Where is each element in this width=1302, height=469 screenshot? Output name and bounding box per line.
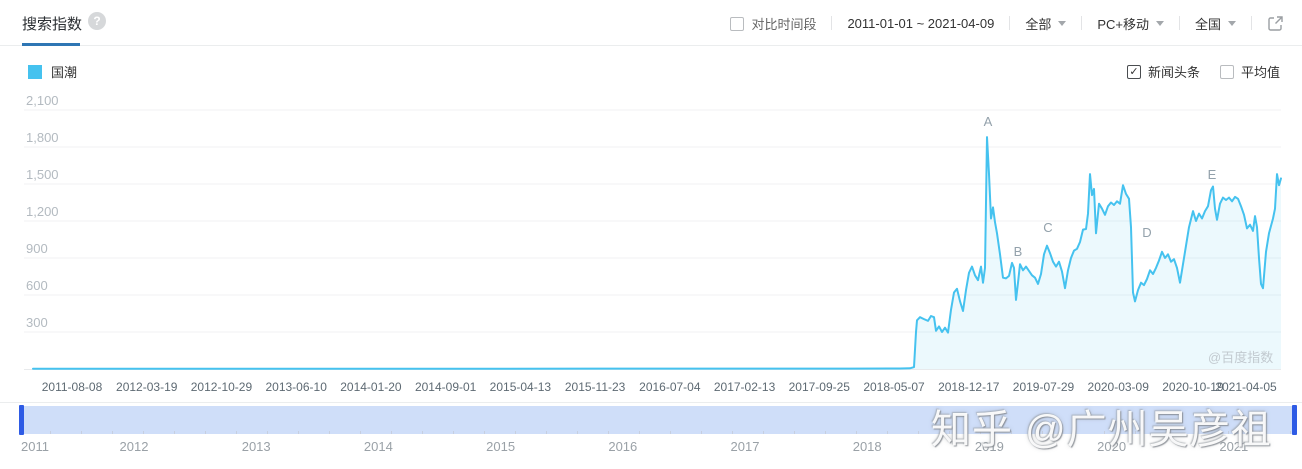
divider bbox=[1251, 16, 1252, 30]
legend-item-guochao[interactable]: 国潮 bbox=[28, 62, 77, 81]
timeline-year-label: 2021 bbox=[1219, 439, 1249, 454]
timeline-year-label: 2017 bbox=[730, 439, 760, 454]
x-tick-label: 2020-03-09 bbox=[1088, 380, 1150, 394]
timeline-year-label: 2012 bbox=[119, 439, 149, 454]
timeline-year-label: 2014 bbox=[363, 439, 393, 454]
x-tick-label: 2017-09-25 bbox=[789, 380, 851, 394]
help-icon[interactable]: ? bbox=[88, 12, 106, 30]
x-tick-label: 2018-05-07 bbox=[863, 380, 925, 394]
series-color-swatch bbox=[28, 64, 42, 79]
legend-row: 国潮 ✓ 新闻头条 平均值 bbox=[0, 47, 1302, 83]
chart-area-fill bbox=[33, 137, 1281, 369]
region-dropdown[interactable]: 全国 bbox=[1195, 14, 1236, 33]
y-tick-label: 2,100 bbox=[26, 93, 59, 108]
annotation-B: B bbox=[1014, 244, 1023, 259]
overlay-option[interactable]: 平均值 bbox=[1219, 62, 1280, 81]
device-dropdown[interactable]: PC+移动 bbox=[1097, 14, 1164, 33]
x-tick-label: 2013-06-10 bbox=[265, 380, 327, 394]
compare-period-checkbox[interactable]: 对比时间段 bbox=[730, 14, 816, 33]
x-tick-label: 2014-09-01 bbox=[415, 380, 477, 394]
timeline-minor-ticks bbox=[19, 431, 1297, 434]
unchecked-checkbox-icon[interactable] bbox=[1219, 64, 1234, 79]
scope-dropdown[interactable]: 全部 bbox=[1025, 14, 1067, 33]
scrubber-handle-left[interactable] bbox=[19, 405, 24, 435]
x-tick-label: 2015-11-23 bbox=[565, 380, 626, 394]
timeline-year-label: 2013 bbox=[241, 439, 271, 454]
overlay-option-label: 平均值 bbox=[1240, 65, 1280, 80]
divider bbox=[831, 16, 833, 30]
checkbox-icon[interactable] bbox=[730, 16, 745, 31]
series-label: 国潮 bbox=[51, 65, 78, 80]
x-tick-label: 2017-02-13 bbox=[714, 380, 776, 394]
device-dropdown-value: PC+移动 bbox=[1097, 16, 1149, 32]
scope-dropdown-value: 全部 bbox=[1025, 16, 1052, 32]
x-tick-label: 2012-03-19 bbox=[116, 380, 178, 394]
timeline-scrubber-band[interactable] bbox=[19, 406, 1297, 434]
annotation-D: D bbox=[1142, 225, 1151, 240]
chart-line bbox=[32, 136, 1282, 370]
y-tick-label: 1,500 bbox=[26, 167, 59, 182]
y-tick-label: 600 bbox=[26, 278, 48, 293]
divider bbox=[1081, 16, 1083, 30]
checked-checkbox-icon[interactable]: ✓ bbox=[1126, 64, 1141, 79]
baidu-index-watermark: @百度指数 bbox=[1208, 350, 1274, 365]
header-controls: 对比时间段 2011-01-01 ~ 2021-04-09 全部 PC+移动 全… bbox=[730, 0, 1284, 46]
tab-search-index[interactable]: 搜索指数 bbox=[22, 16, 83, 33]
timeline-year-label: 2018 bbox=[852, 439, 882, 454]
y-tick-label: 1,200 bbox=[26, 204, 59, 219]
chevron-down-icon bbox=[1228, 20, 1236, 26]
x-tick-label: 2014-01-20 bbox=[340, 380, 402, 394]
region-dropdown-value: 全国 bbox=[1194, 16, 1221, 32]
external-link-icon[interactable] bbox=[1267, 15, 1284, 32]
x-tick-label: 2015-04-13 bbox=[490, 380, 552, 394]
overlay-options: ✓ 新闻头条 平均值 bbox=[1126, 62, 1280, 81]
timeline-top-border bbox=[0, 402, 1302, 403]
chevron-down-icon bbox=[1058, 20, 1067, 26]
overlay-option[interactable]: ✓ 新闻头条 bbox=[1126, 62, 1200, 81]
timeline-year-label: 2015 bbox=[486, 439, 516, 454]
annotation-E: E bbox=[1208, 167, 1217, 182]
timeline-year-label: 2016 bbox=[608, 439, 638, 454]
divider bbox=[1178, 16, 1180, 30]
timeline-year-label: 2011 bbox=[21, 439, 49, 454]
x-tick-label: 2018-12-17 bbox=[938, 380, 1000, 394]
x-tick-label: 2021-04-05 bbox=[1215, 380, 1277, 394]
x-tick-label: 2012-10-29 bbox=[191, 380, 253, 394]
timeline-year-label: 2020 bbox=[1097, 439, 1127, 454]
compare-period-label[interactable]: 对比时间段 bbox=[751, 16, 817, 32]
chevron-down-icon bbox=[1155, 20, 1164, 26]
timeline-year-labels: 2011 2012 2013 2014 2015 2016 2017 2018 2019 2020… bbox=[0, 439, 1302, 457]
timeline-year-label: 2019 bbox=[974, 439, 1004, 454]
x-tick-label: 2011-08-08 bbox=[42, 380, 103, 394]
scrubber-handle-right[interactable] bbox=[1292, 405, 1297, 435]
divider bbox=[1009, 16, 1011, 30]
x-tick-label: 2019-07-29 bbox=[1013, 380, 1075, 394]
annotation-A: A bbox=[984, 114, 993, 129]
y-tick-label: 1,800 bbox=[26, 130, 59, 145]
date-range[interactable]: 2011-01-01 ~ 2021-04-09 bbox=[847, 15, 995, 31]
header: 搜索指数 ? 对比时间段 2011-01-01 ~ 2021-04-09 全部 … bbox=[0, 0, 1302, 46]
annotation-C: C bbox=[1043, 220, 1052, 235]
y-tick-label: 300 bbox=[26, 315, 48, 330]
x-tick-label: 2020-10-19 bbox=[1162, 380, 1224, 394]
y-tick-label: 900 bbox=[26, 241, 48, 256]
overlay-option-label: 新闻头条 bbox=[1147, 65, 1200, 80]
x-tick-label: 2016-07-04 bbox=[639, 380, 701, 394]
active-tab-indicator bbox=[22, 43, 80, 46]
